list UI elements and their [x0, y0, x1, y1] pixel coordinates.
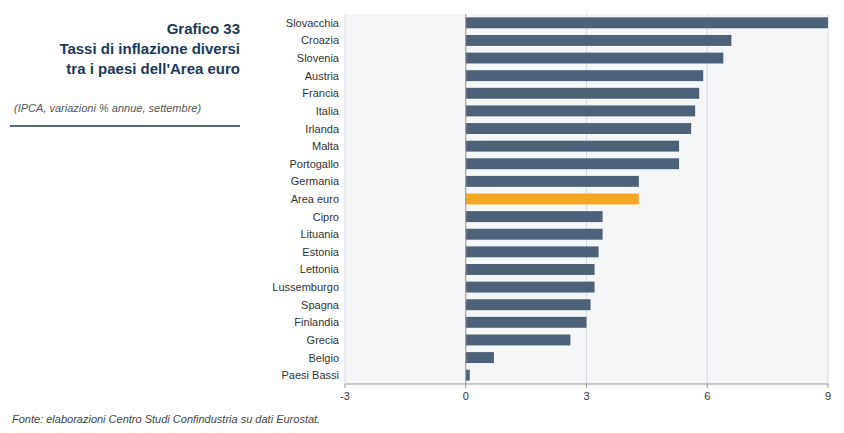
bars	[466, 17, 828, 380]
grid-line	[707, 14, 708, 384]
bar	[466, 17, 828, 28]
x-tick-label: 0	[463, 390, 469, 402]
title: Grafico 33	[167, 20, 240, 37]
bar	[466, 176, 639, 187]
category-label: Lituania	[300, 228, 339, 240]
category-label: Austria	[305, 70, 340, 82]
bar	[466, 35, 732, 46]
title: Tassi di inflazione diversi	[59, 40, 240, 57]
category-label: Belgio	[308, 352, 339, 364]
chart-container: Grafico 33 Tassi di inflazione diversi tra…	[0, 0, 844, 433]
bar	[466, 158, 679, 169]
category-label: Finlandia	[294, 316, 340, 328]
category-label: Lussemburgo	[272, 281, 339, 293]
category-label: Area euro	[291, 193, 339, 205]
category-label: Grecia	[307, 334, 340, 346]
x-tick	[707, 384, 708, 388]
zero-line	[465, 14, 466, 384]
footnote: Fonte: elaborazioni Centro Studi Confind…	[12, 413, 320, 425]
category-label: Irlanda	[305, 123, 340, 135]
bar	[466, 88, 699, 99]
category-label: Italia	[316, 105, 340, 117]
x-tick	[586, 384, 587, 388]
bar	[466, 141, 679, 152]
bar	[466, 70, 703, 81]
x-tick	[345, 384, 346, 388]
x-tick-label: 9	[825, 390, 831, 402]
title: tra i paesi dell'Area euro	[66, 60, 240, 77]
category-label: Croazia	[301, 34, 340, 46]
grid-line	[345, 14, 346, 384]
bar	[466, 334, 571, 345]
bar	[466, 246, 599, 257]
bar	[466, 229, 603, 240]
x-tick	[828, 384, 829, 388]
category-label: Spagna	[301, 299, 340, 311]
bar	[466, 264, 595, 275]
category-label: Francia	[302, 87, 340, 99]
bar	[466, 105, 695, 116]
grid-line	[828, 14, 829, 384]
category-label: Germania	[291, 175, 340, 187]
category-label: Paesi Bassi	[282, 369, 339, 381]
category-label: Cipro	[313, 211, 339, 223]
bar	[466, 352, 494, 363]
category-label: Slovacchia	[286, 17, 340, 29]
x-tick-label: 6	[704, 390, 710, 402]
x-tick-label: 3	[583, 390, 589, 402]
bar	[466, 317, 587, 328]
bar	[466, 282, 595, 293]
category-label: Portogallo	[289, 158, 339, 170]
bar	[466, 53, 724, 64]
bar	[466, 299, 591, 310]
separator	[10, 125, 240, 127]
category-label: Slovenia	[297, 52, 340, 64]
grid-line	[465, 14, 466, 384]
subtitle: (IPCA, variazioni % annue, settembre)	[14, 102, 201, 114]
x-tick	[465, 384, 466, 388]
x-tick-label: -3	[340, 390, 350, 402]
category-label: Malta	[312, 140, 340, 152]
bar	[466, 370, 470, 381]
bar	[466, 123, 691, 134]
category-label: Estonia	[302, 246, 340, 258]
bar	[466, 211, 603, 222]
chart-svg: Grafico 33 Tassi di inflazione diversi tra…	[0, 0, 844, 433]
bar	[466, 194, 639, 205]
category-label: Lettonia	[300, 263, 340, 275]
plot-background	[345, 14, 828, 384]
